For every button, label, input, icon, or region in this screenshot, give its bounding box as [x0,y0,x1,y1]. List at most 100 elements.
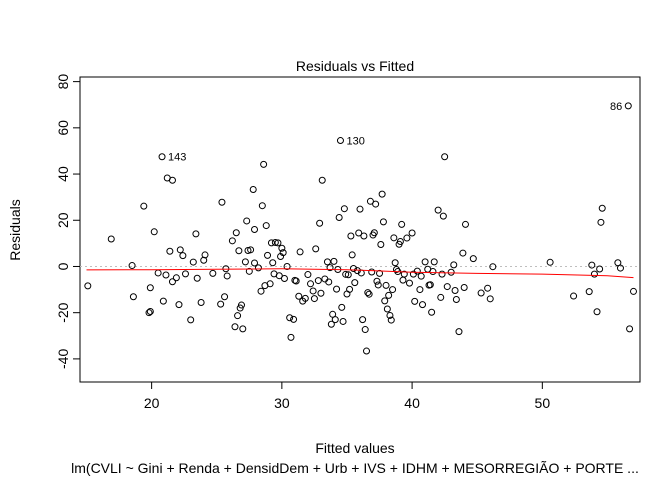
data-point [588,261,596,269]
data-point [372,200,380,208]
data-point [452,296,460,304]
data-point [451,287,459,294]
data-point [176,246,184,254]
data-point [383,305,391,313]
x-tick-label: 50 [535,395,551,411]
y-tick-label: 0 [55,262,71,270]
data-point [443,283,451,291]
data-point [387,316,395,324]
data-point [351,279,359,287]
data-point [364,289,372,297]
data-point [365,290,373,298]
data-point [274,239,282,247]
data-point [221,293,229,301]
data-point [450,261,458,269]
data-point [234,312,242,320]
data-point [624,102,632,110]
data-point [275,272,283,280]
data-point [441,153,449,161]
data-point [237,301,245,309]
data-point [154,269,162,277]
data-point [175,301,183,309]
data-point [335,213,343,221]
data-point [325,278,333,286]
data-point [251,259,259,267]
data-point [247,246,255,254]
data-point [192,230,200,238]
y-tick-label: 40 [55,166,71,182]
data-point [355,229,363,237]
data-point [107,235,115,243]
data-point [373,277,381,285]
data-point [336,137,344,145]
data-point [162,271,170,279]
data-point [189,258,197,266]
data-point [629,287,637,295]
data-point [241,258,249,266]
x-tick-label: 30 [274,395,290,411]
data-point [187,316,195,324]
data-point [348,251,356,259]
data-point [434,206,442,214]
x-tick-label: 20 [144,395,160,411]
data-point [145,309,153,317]
data-point [179,252,187,260]
data-point [158,153,166,161]
data-point [231,323,239,331]
data-point [390,234,398,242]
data-point [419,301,427,309]
data-point [279,249,287,257]
data-point [416,286,424,294]
data-point [374,281,382,289]
data-point [330,257,338,265]
data-point [546,258,554,266]
data-point [309,287,317,295]
model-formula-caption: lm(CVLI ~ Gini + Renda + DensidDem + Urb… [71,460,639,476]
data-point [342,270,350,278]
data-point [437,293,445,301]
lowess-smoother [86,268,634,279]
data-point [266,280,274,288]
data-point [271,238,279,246]
data-point [426,281,434,289]
data-point [331,316,339,324]
data-point [398,220,406,228]
data-point [346,285,354,293]
data-point [439,212,447,220]
data-point [593,308,601,316]
data-point [129,293,137,301]
data-point [159,297,167,305]
data-point [376,269,384,277]
data-point [361,326,369,334]
data-point [260,160,268,168]
point-label: 130 [346,136,364,148]
data-point [455,328,463,336]
data-point [327,320,335,328]
data-point [84,282,92,290]
chart-title: Residuals vs Fitted [296,58,414,74]
data-point [349,265,357,273]
data-point [201,251,209,259]
data-point [249,186,257,194]
residual-points [84,102,637,355]
data-point [146,284,154,292]
data-point [193,274,201,282]
data-point [570,292,578,300]
data-point [235,247,243,255]
data-point [243,217,251,225]
x-tick-label: 40 [404,395,420,411]
data-point [264,251,272,259]
data-point [360,232,368,240]
data-point [396,238,404,246]
data-point [400,270,408,278]
data-point [366,197,374,205]
data-point [486,295,494,303]
data-point [317,289,325,297]
smoother-line [86,268,634,279]
data-point [363,347,371,355]
data-point [209,269,217,277]
data-point [312,245,320,253]
data-point [596,265,604,273]
data-point [223,272,231,280]
